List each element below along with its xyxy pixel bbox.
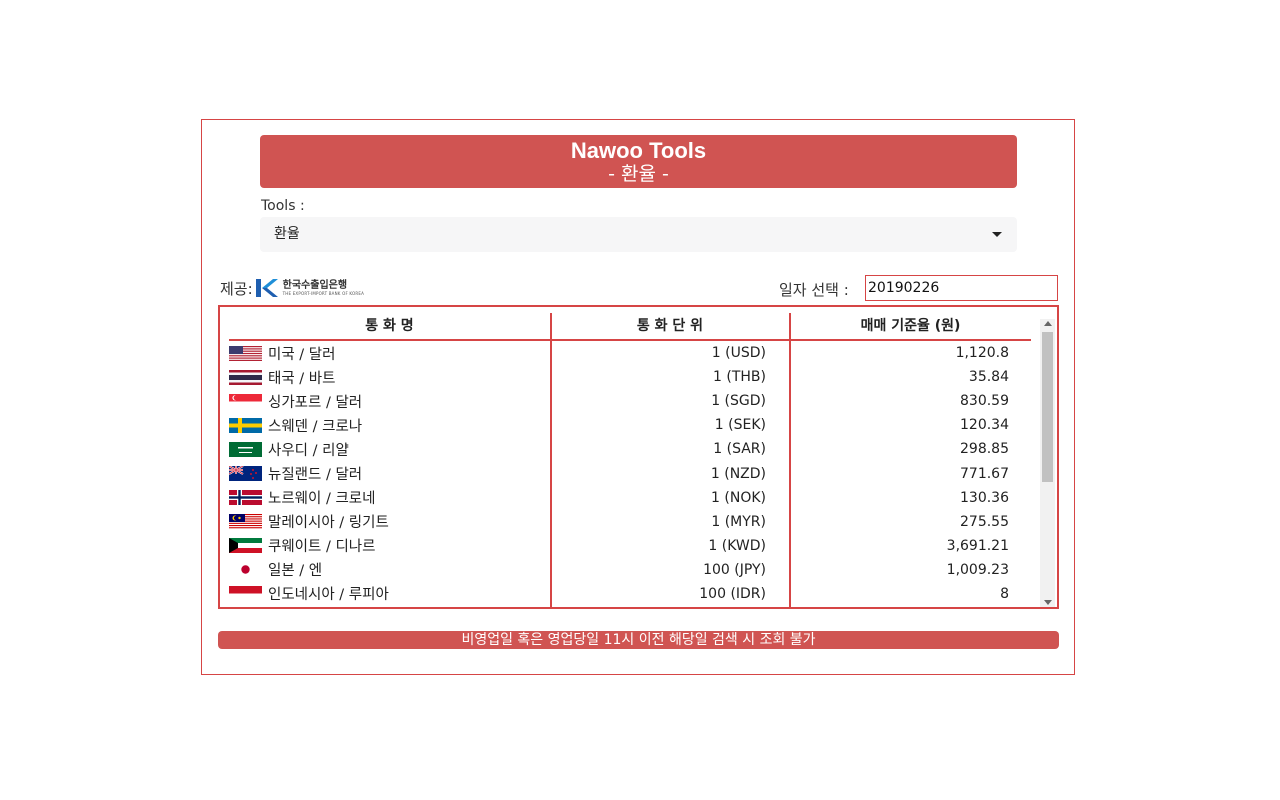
table-row: 쿠웨이트 / 디나르 1 (KWD) 3,691.21: [229, 534, 1031, 558]
exchange-table: 통 화 명 통 화 단 위 매매 기준율 (원) 미국 / 달러 1 (USD) 1…: [218, 305, 1059, 609]
app-frame: Nawoo Tools - 환율 - Tools : 환율 제공: 한국수출입은…: [201, 119, 1075, 675]
currency-unit: 100 (IDR): [699, 585, 766, 602]
app-header: Nawoo Tools - 환율 -: [260, 135, 1017, 188]
table-scrollbar[interactable]: [1040, 319, 1055, 607]
currency-name: 노르웨이 / 크로네: [268, 491, 376, 508]
kw-flag-icon: [229, 538, 262, 554]
currency-name-cell: 말레이시아 / 링기트: [229, 511, 550, 532]
my-flag-icon: [229, 514, 262, 530]
base-rate: 298.85: [960, 441, 1009, 458]
currency-name: 인도네시아 / 루피아: [268, 587, 389, 604]
currency-name: 미국 / 달러: [268, 346, 336, 363]
currency-name-cell: 스웨덴 / 크로나: [229, 415, 550, 436]
currency-name-cell: 일본 / 엔: [229, 559, 550, 580]
base-rate: 1,120.8: [955, 345, 1009, 362]
currency-unit: 1 (THB): [713, 369, 766, 386]
table-row: 말레이시아 / 링기트 1 (MYR) 275.55: [229, 510, 1031, 534]
currency-name-cell: 태국 / 바트: [229, 367, 550, 388]
currency-name-cell: 뉴질랜드 / 달러: [229, 463, 550, 484]
currency-name-cell: 미국 / 달러: [229, 343, 550, 364]
currency-name-cell: 노르웨이 / 크로네: [229, 487, 550, 508]
table-body: 미국 / 달러 1 (USD) 1,120.8 태국 / 바트 1 (THB) 35.84…: [229, 341, 1031, 606]
currency-unit: 1 (NZD): [710, 465, 766, 482]
currency-unit: 1 (MYR): [711, 513, 766, 530]
nz-flag-icon: [229, 466, 262, 482]
table-content: 통 화 명 통 화 단 위 매매 기준율 (원) 미국 / 달러 1 (USD) 1…: [229, 313, 1031, 607]
table-row: 사우디 / 리얄 1 (SAR) 298.85: [229, 437, 1031, 461]
tools-select-value: 환율: [274, 226, 300, 242]
currency-name: 싱가포르 / 달러: [268, 394, 363, 411]
table-row: 태국 / 바트 1 (THB) 35.84: [229, 365, 1031, 389]
scroll-up-icon[interactable]: [1044, 321, 1052, 326]
date-input[interactable]: [865, 275, 1058, 301]
currency-unit: 100 (JPY): [703, 561, 766, 578]
th-flag-icon: [229, 369, 262, 385]
base-rate: 771.67: [960, 465, 1009, 482]
table-header: 통 화 명 통 화 단 위 매매 기준율 (원): [229, 313, 1031, 341]
provider-info: 제공: 한국수출입은행 THE EXPORT-IMPORT BANK OF KO…: [220, 275, 364, 301]
table-row: 일본 / 엔 100 (JPY) 1,009.23: [229, 558, 1031, 582]
currency-unit: 1 (NOK): [711, 489, 766, 506]
chevron-down-icon: [992, 232, 1002, 237]
currency-name: 일본 / 엔: [268, 563, 323, 580]
currency-name: 사우디 / 리얄: [268, 442, 349, 459]
base-rate: 120.34: [960, 417, 1009, 434]
base-rate: 275.55: [960, 513, 1009, 530]
app-title: Nawoo Tools: [570, 138, 707, 163]
column-divider: [789, 313, 791, 607]
header-currency-unit: 통 화 단 위: [636, 318, 704, 334]
kexim-logo: 한국수출입은행 THE EXPORT-IMPORT BANK OF KOREA: [255, 278, 364, 298]
tools-select[interactable]: 환율: [260, 217, 1017, 252]
provider-label: 제공:: [220, 279, 253, 298]
scroll-down-icon[interactable]: [1044, 600, 1052, 605]
table-row: 인도네시아 / 루피아 100 (IDR) 8: [229, 582, 1031, 606]
date-label: 일자 선택 :: [779, 281, 849, 299]
app-subtitle: - 환율 -: [608, 163, 669, 185]
currency-name: 스웨덴 / 크로나: [268, 418, 363, 435]
currency-name: 뉴질랜드 / 달러: [268, 467, 363, 484]
logo-english-text: THE EXPORT-IMPORT BANK OF KOREA: [282, 291, 365, 296]
no-flag-icon: [229, 490, 262, 506]
column-divider: [550, 313, 552, 607]
currency-name-cell: 사우디 / 리얄: [229, 439, 550, 460]
se-flag-icon: [229, 417, 262, 433]
us-flag-icon: [229, 345, 262, 361]
id-flag-icon: [229, 586, 262, 602]
base-rate: 3,691.21: [946, 537, 1009, 554]
header-currency-name: 통 화 명: [365, 318, 414, 334]
sg-flag-icon: [229, 393, 262, 409]
notice-banner: 비영업일 혹은 영업당일 11시 이전 해당일 검색 시 조회 불가: [218, 631, 1059, 649]
base-rate: 830.59: [960, 393, 1009, 410]
header-base-rate: 매매 기준율 (원): [860, 318, 961, 334]
currency-name: 태국 / 바트: [268, 370, 336, 387]
table-row: 노르웨이 / 크로네 1 (NOK) 130.36: [229, 486, 1031, 510]
table-row: 스웨덴 / 크로나 1 (SEK) 120.34: [229, 413, 1031, 437]
currency-unit: 1 (KWD): [708, 537, 766, 554]
base-rate: 35.84: [968, 369, 1009, 386]
tools-label: Tools :: [261, 198, 305, 214]
base-rate: 8: [1000, 585, 1009, 602]
currency-name-cell: 쿠웨이트 / 디나르: [229, 535, 550, 556]
currency-unit: 1 (USD): [711, 345, 766, 362]
jp-flag-icon: [229, 562, 262, 578]
sa-flag-icon: [229, 441, 262, 457]
table-row: 싱가포르 / 달러 1 (SGD) 830.59: [229, 389, 1031, 413]
kexim-logo-icon: [255, 279, 278, 297]
currency-unit: 1 (SEK): [714, 417, 766, 434]
currency-name: 말레이시아 / 링기트: [268, 515, 389, 532]
currency-name-cell: 인도네시아 / 루피아: [229, 583, 550, 604]
scroll-thumb[interactable]: [1042, 332, 1053, 482]
currency-unit: 1 (SAR): [713, 441, 766, 458]
table-row: 미국 / 달러 1 (USD) 1,120.8: [229, 341, 1031, 365]
currency-unit: 1 (SGD): [711, 393, 766, 410]
currency-name: 쿠웨이트 / 디나르: [268, 539, 376, 556]
base-rate: 130.36: [960, 489, 1009, 506]
base-rate: 1,009.23: [946, 561, 1009, 578]
table-row: 뉴질랜드 / 달러 1 (NZD) 771.67: [229, 461, 1031, 485]
logo-korean-text: 한국수출입은행: [282, 280, 348, 291]
currency-name-cell: 싱가포르 / 달러: [229, 391, 550, 412]
